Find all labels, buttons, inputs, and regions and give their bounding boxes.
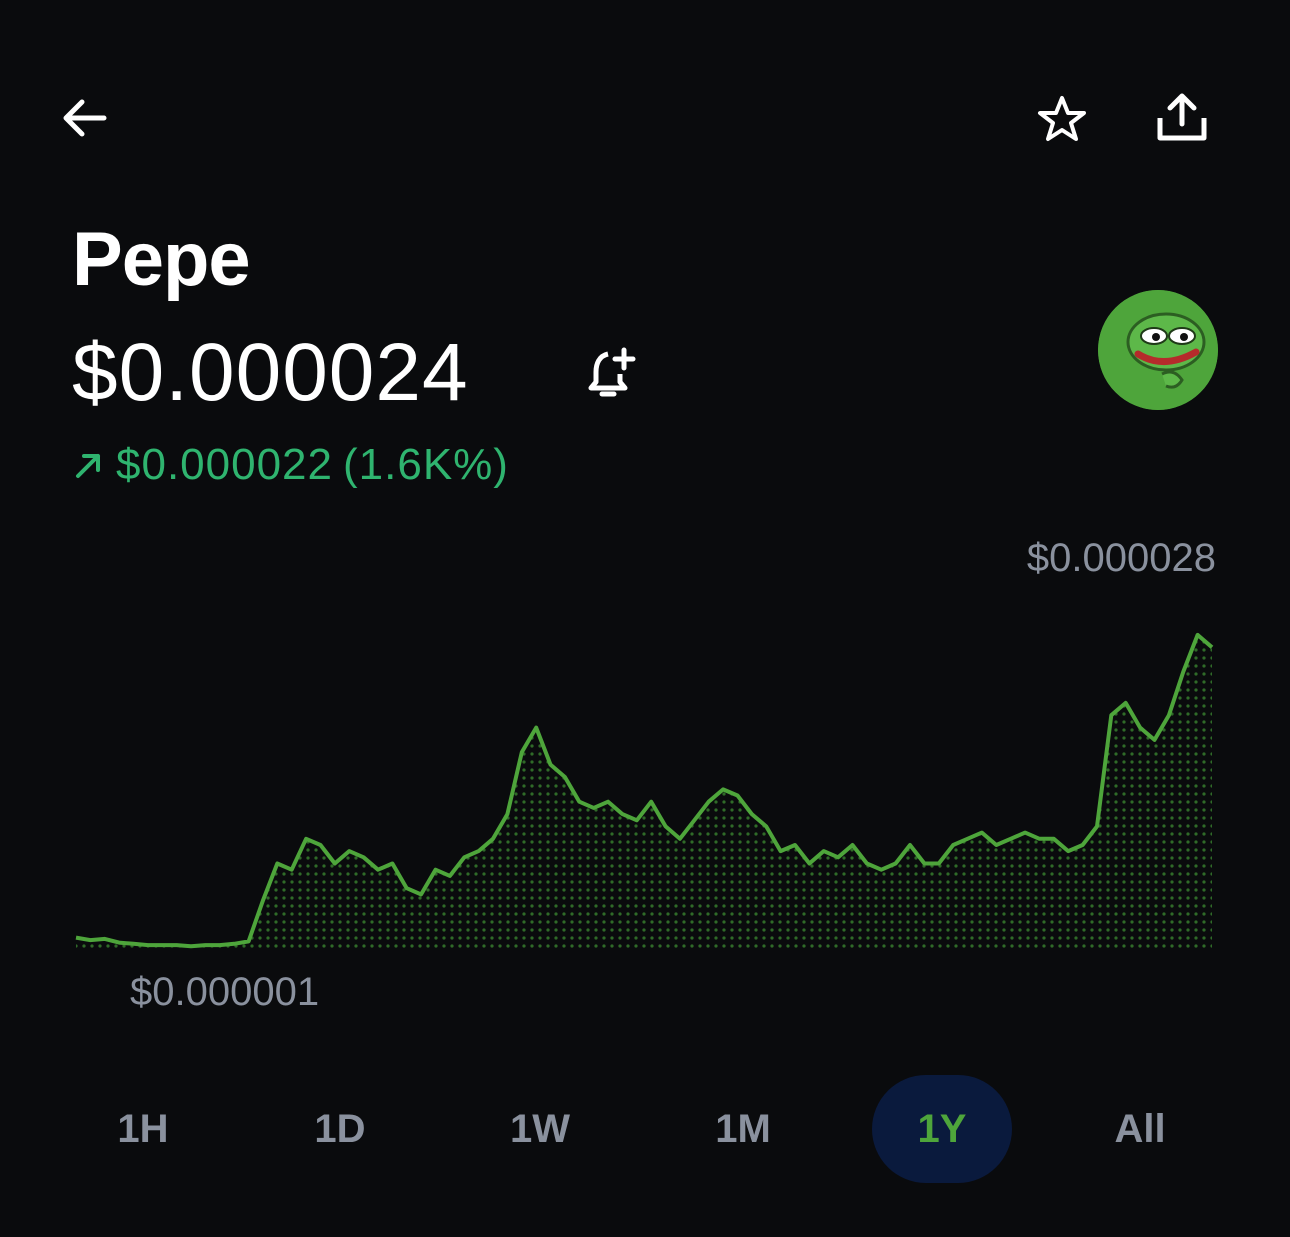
share-upload-icon bbox=[1157, 93, 1207, 141]
arrow-left-icon bbox=[63, 99, 107, 137]
chart-low-label: $0.000001 bbox=[130, 970, 320, 1014]
pepe-frog-avatar bbox=[1098, 290, 1218, 410]
range-1m[interactable]: 1M bbox=[715, 1106, 771, 1151]
price-chart[interactable] bbox=[0, 590, 1290, 970]
star-outline-icon bbox=[1038, 96, 1086, 141]
price-alert-button[interactable] bbox=[580, 340, 644, 404]
bell-plus-icon bbox=[588, 347, 636, 397]
range-1d[interactable]: 1D bbox=[314, 1106, 366, 1151]
price-change: $0.000022 (1.6K%) bbox=[72, 440, 509, 490]
share-button[interactable] bbox=[1150, 88, 1214, 148]
change-value: $0.000022 bbox=[116, 440, 333, 489]
asset-name: Pepe bbox=[72, 217, 251, 302]
range-1y[interactable]: 1Y bbox=[872, 1075, 1012, 1183]
top-bar bbox=[0, 0, 1290, 200]
chart-high-label: $0.000028 bbox=[1026, 536, 1216, 580]
time-range-selector: 1H 1D 1W 1M 1Y All bbox=[0, 1075, 1290, 1185]
range-1w[interactable]: 1W bbox=[510, 1106, 570, 1151]
change-percent: (1.6K%) bbox=[343, 440, 509, 489]
chart-marks bbox=[75, 632, 1214, 950]
favorite-button[interactable] bbox=[1030, 90, 1094, 150]
range-1h[interactable]: 1H bbox=[117, 1106, 169, 1151]
arrow-up-right-icon bbox=[76, 454, 100, 478]
range-all[interactable]: All bbox=[1114, 1106, 1166, 1151]
back-button[interactable] bbox=[52, 88, 116, 148]
chart-area-fill bbox=[76, 634, 1212, 950]
chart-price-line bbox=[75, 632, 1214, 949]
asset-price: $0.000024 bbox=[72, 327, 469, 418]
